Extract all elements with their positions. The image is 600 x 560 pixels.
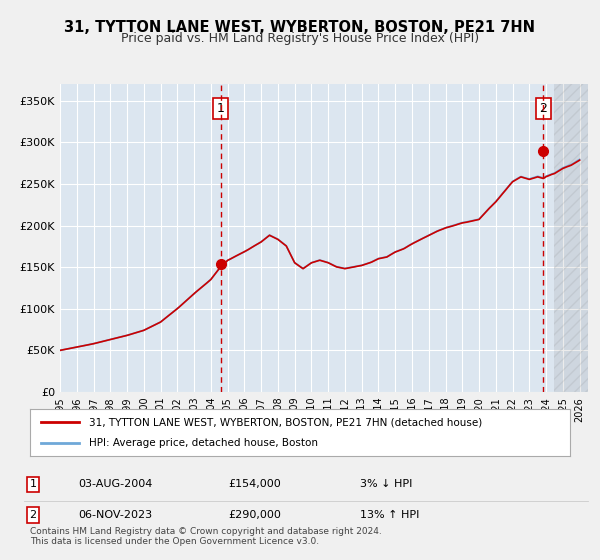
Text: Contains HM Land Registry data © Crown copyright and database right 2024.
This d: Contains HM Land Registry data © Crown c… [30,526,382,546]
Text: 1: 1 [29,479,37,489]
Text: 2: 2 [29,510,37,520]
Text: 06-NOV-2023: 06-NOV-2023 [78,510,152,520]
Text: HPI: Average price, detached house, Boston: HPI: Average price, detached house, Bost… [89,438,319,448]
Text: 3% ↓ HPI: 3% ↓ HPI [360,479,412,489]
Text: £290,000: £290,000 [228,510,281,520]
Bar [554,84,588,392]
Text: 1: 1 [217,102,224,115]
Text: Price paid vs. HM Land Registry's House Price Index (HPI): Price paid vs. HM Land Registry's House … [121,32,479,45]
Text: 03-AUG-2004: 03-AUG-2004 [78,479,152,489]
Text: 2: 2 [539,102,547,115]
Text: 31, TYTTON LANE WEST, WYBERTON, BOSTON, PE21 7HN: 31, TYTTON LANE WEST, WYBERTON, BOSTON, … [65,20,536,35]
Text: 31, TYTTON LANE WEST, WYBERTON, BOSTON, PE21 7HN (detached house): 31, TYTTON LANE WEST, WYBERTON, BOSTON, … [89,417,482,427]
Text: 13% ↑ HPI: 13% ↑ HPI [360,510,419,520]
Text: £154,000: £154,000 [228,479,281,489]
